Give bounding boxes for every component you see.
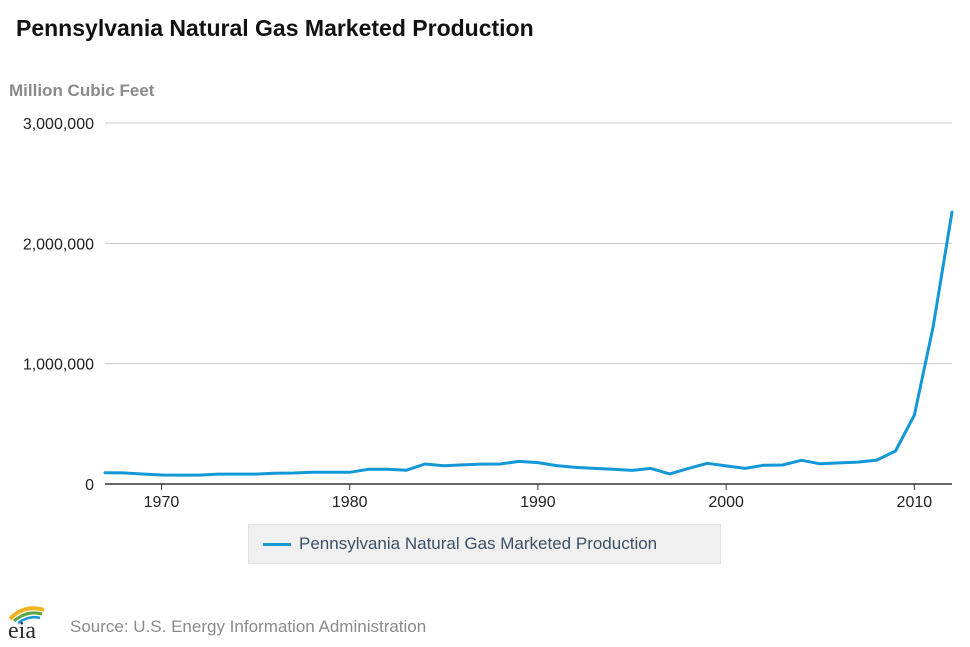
- legend[interactable]: Pennsylvania Natural Gas Marketed Produc…: [248, 524, 721, 564]
- data-point[interactable]: [160, 473, 163, 477]
- data-point[interactable]: [367, 468, 370, 471]
- data-point[interactable]: [216, 472, 220, 476]
- data-point[interactable]: [423, 462, 427, 466]
- data-point[interactable]: [348, 471, 351, 474]
- y-tick-label: 3,000,000: [23, 116, 94, 133]
- data-point[interactable]: [800, 459, 803, 462]
- data-point[interactable]: [724, 464, 728, 468]
- series-line[interactable]: [103, 210, 954, 477]
- x-tick-label: 2000: [708, 494, 744, 511]
- svg-text:eia: eia: [8, 618, 36, 642]
- data-point[interactable]: [292, 471, 295, 475]
- data-point[interactable]: [743, 467, 747, 470]
- y-axis-label: Million Cubic Feet: [9, 81, 155, 100]
- data-point[interactable]: [819, 462, 822, 465]
- line-chart: 0 1,000,000 2,000,000 3,000,000 1970 1980 199…: [23, 116, 954, 511]
- data-point[interactable]: [649, 467, 653, 470]
- y-tick-label: 1,000,000: [23, 357, 94, 374]
- data-point[interactable]: [254, 472, 257, 476]
- data-point[interactable]: [762, 464, 765, 467]
- data-point[interactable]: [386, 468, 389, 471]
- data-point[interactable]: [329, 471, 333, 474]
- data-point[interactable]: [197, 473, 201, 477]
- data-point[interactable]: [141, 472, 144, 476]
- data-point[interactable]: [950, 210, 954, 214]
- x-tick-label: 1990: [520, 494, 556, 511]
- data-point[interactable]: [310, 471, 314, 474]
- data-point[interactable]: [612, 468, 615, 471]
- eia-logo[interactable]: eia: [6, 602, 58, 642]
- legend-label: Pennsylvania Natural Gas Marketed Produc…: [299, 534, 658, 553]
- data-point[interactable]: [781, 463, 784, 467]
- data-point[interactable]: [630, 469, 634, 472]
- data-point[interactable]: [480, 462, 483, 466]
- x-tick-label: 1980: [332, 494, 368, 511]
- grid-lines: [105, 122, 952, 485]
- logo-arc-yellow: [8, 606, 45, 621]
- series-lines: [103, 210, 954, 477]
- data-point[interactable]: [913, 413, 916, 417]
- data-point[interactable]: [536, 461, 540, 464]
- data-point[interactable]: [856, 460, 860, 464]
- data-point[interactable]: [555, 464, 558, 467]
- y-tick-labels: 0 1,000,000 2,000,000 3,000,000: [23, 116, 94, 494]
- logo-arc-green: [13, 611, 43, 623]
- data-point[interactable]: [706, 462, 709, 465]
- x-tick-label: 1970: [144, 494, 180, 511]
- data-point[interactable]: [103, 471, 107, 475]
- y-tick-label: 2,000,000: [23, 236, 94, 253]
- source-note: Source: U.S. Energy Information Administ…: [70, 617, 427, 636]
- x-tick-labels: 1970 1980 1990 2000 2010: [144, 484, 933, 511]
- data-point[interactable]: [668, 472, 671, 476]
- y-tick-label: 0: [85, 477, 94, 494]
- data-point[interactable]: [875, 458, 878, 462]
- logo-arc-blue: [17, 615, 41, 625]
- data-point[interactable]: [499, 462, 502, 466]
- data-point[interactable]: [687, 467, 690, 470]
- data-point[interactable]: [442, 464, 445, 468]
- legend-swatch: [263, 542, 291, 546]
- data-point[interactable]: [894, 449, 897, 453]
- data-point[interactable]: [931, 325, 935, 328]
- data-point[interactable]: [404, 469, 408, 472]
- data-point[interactable]: [235, 472, 238, 476]
- chart-title: Pennsylvania Natural Gas Marketed Produc…: [16, 15, 534, 41]
- data-point[interactable]: [122, 471, 126, 475]
- data-point[interactable]: [179, 473, 182, 477]
- data-point[interactable]: [574, 466, 577, 469]
- data-point[interactable]: [461, 463, 464, 467]
- data-point[interactable]: [593, 467, 596, 470]
- data-point[interactable]: [837, 461, 841, 465]
- x-tick-label: 2010: [897, 494, 933, 511]
- data-point[interactable]: [273, 471, 276, 475]
- data-point[interactable]: [517, 460, 521, 463]
